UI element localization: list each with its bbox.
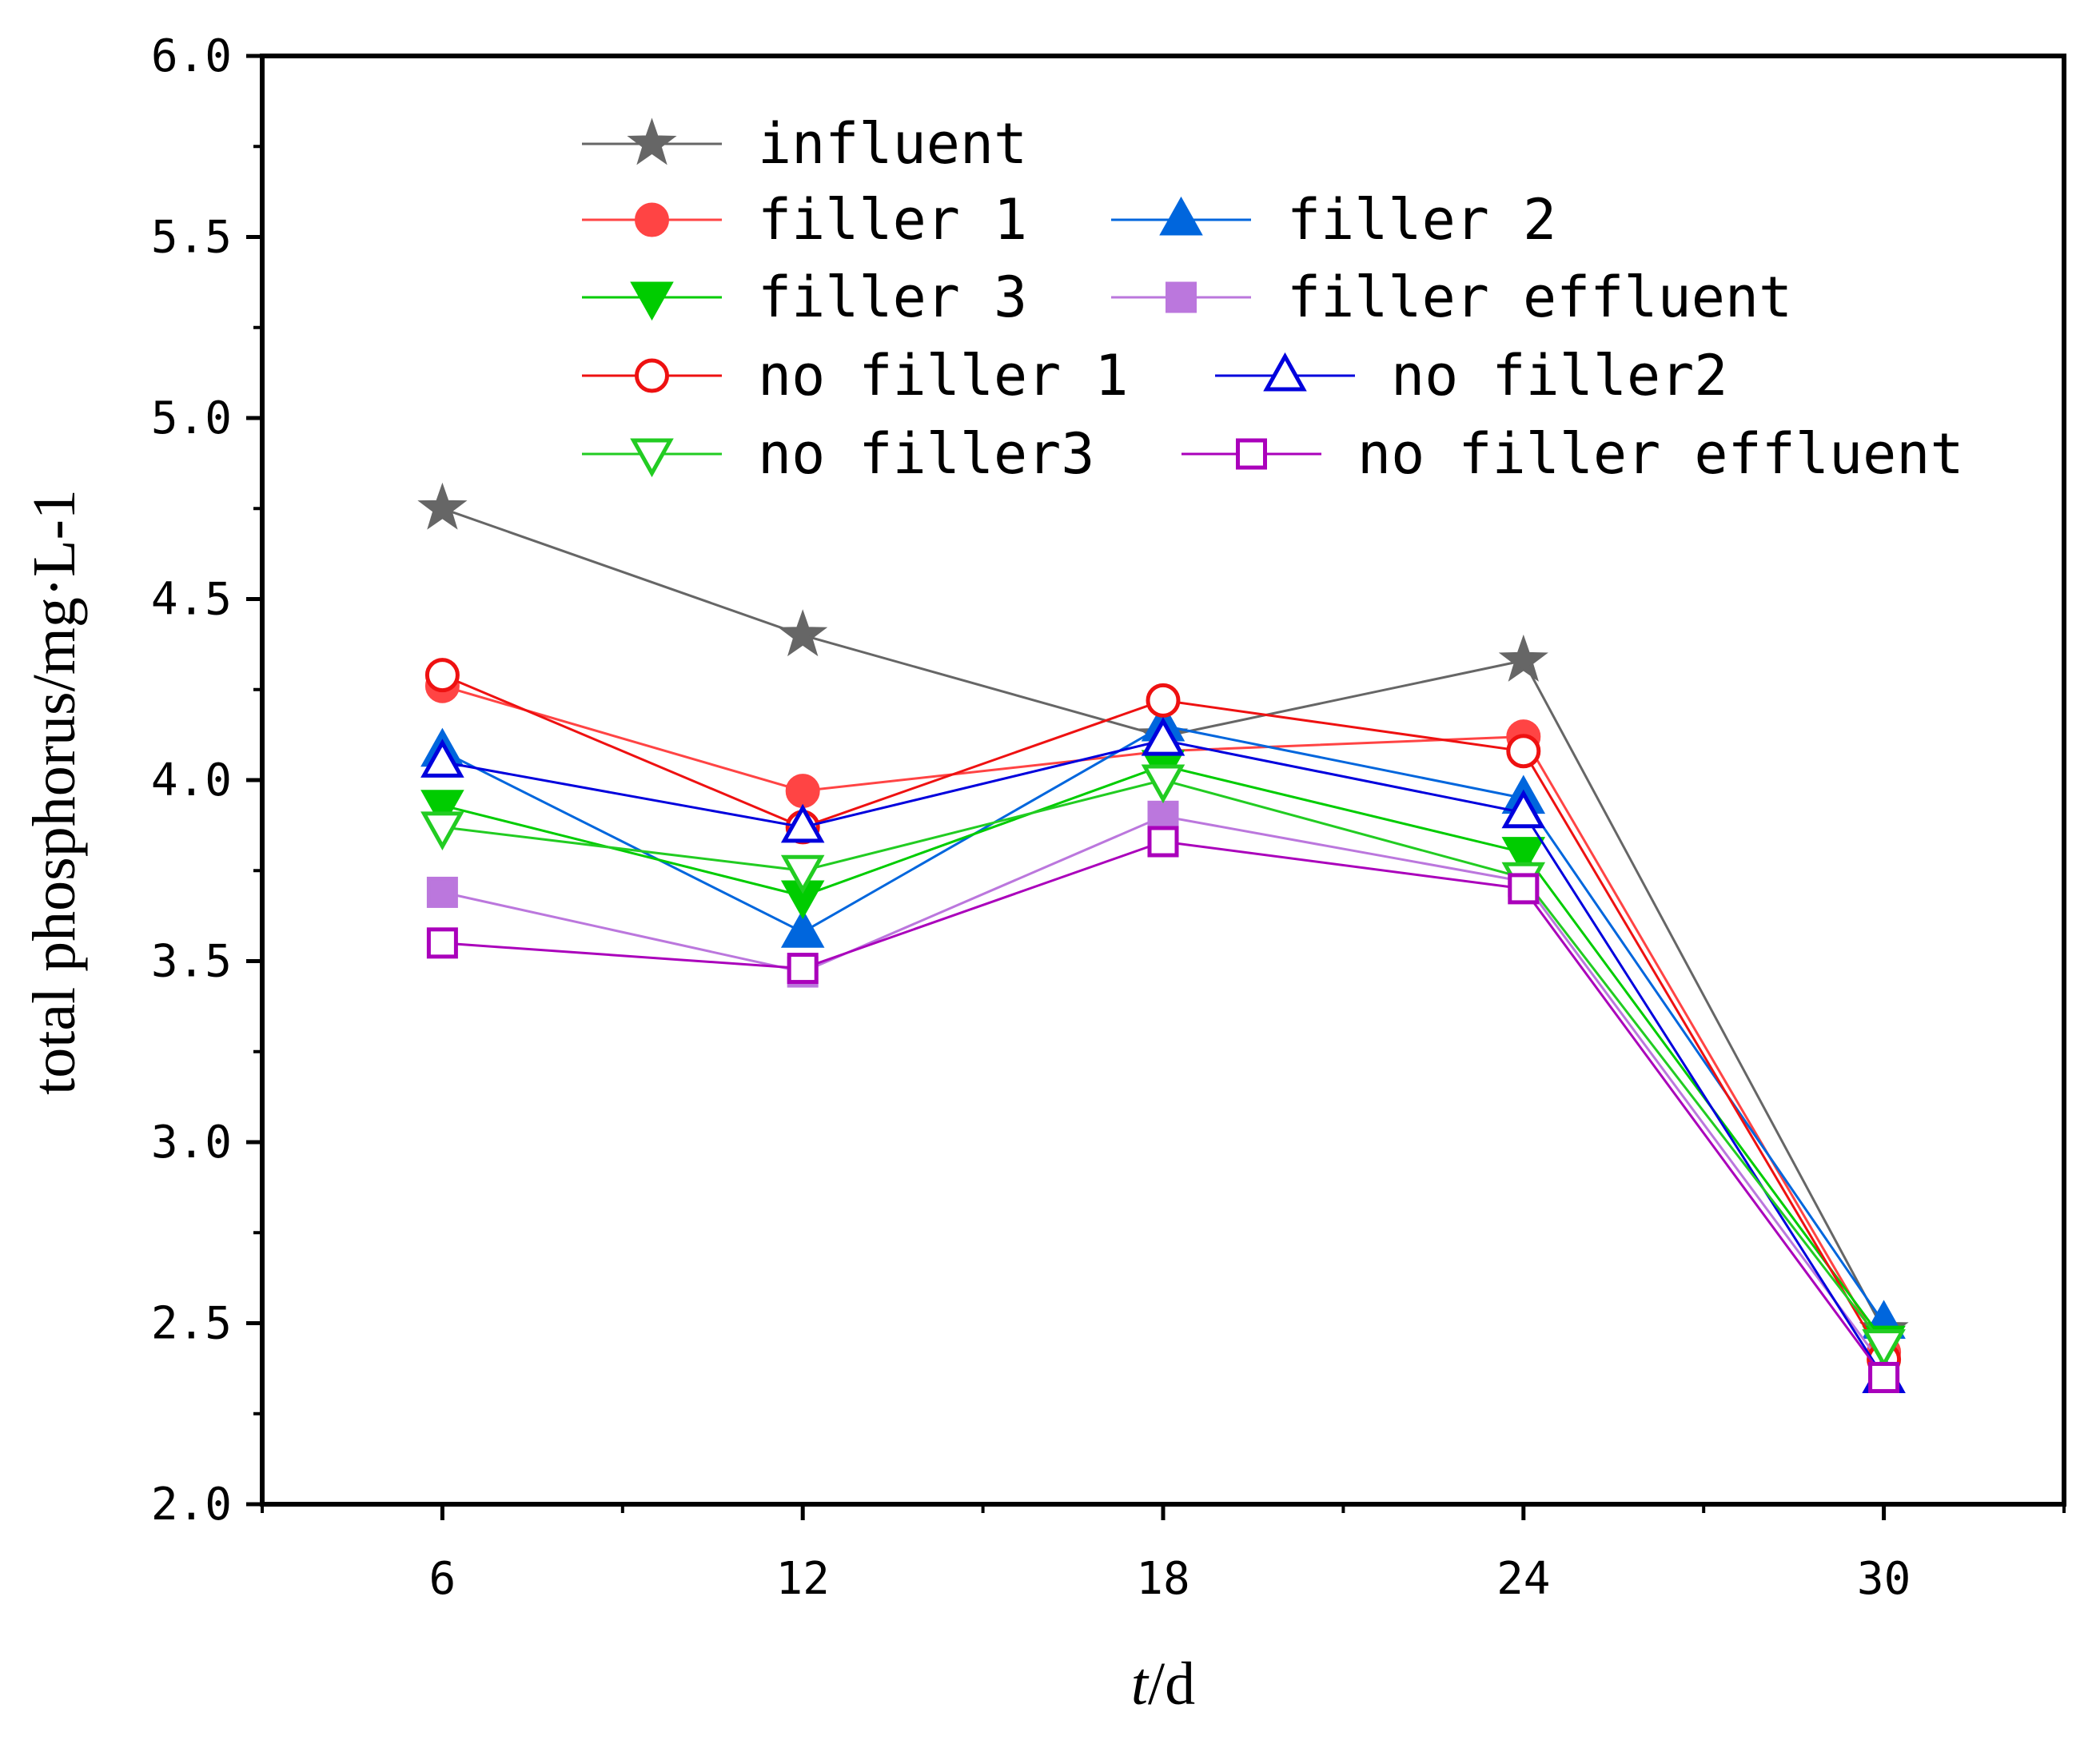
legend: influent filler 1 filler 2 filler 3 filler e… — [582, 111, 1964, 487]
data-point — [780, 909, 825, 948]
legend-label: filler effluent — [1287, 265, 1792, 330]
series-line — [441, 507, 1885, 1332]
legend-item: filler effluent — [1111, 265, 1792, 330]
data-point — [1147, 800, 1179, 832]
x-tick-label: 30 — [1857, 1553, 1911, 1605]
data-point — [420, 811, 464, 850]
legend-item: filler 1 — [582, 187, 1027, 253]
y-tick-label: 4.0 — [151, 755, 232, 806]
x-tick-label: 24 — [1496, 1553, 1550, 1605]
x-tick-label: 12 — [775, 1553, 829, 1605]
y-tick-label: 3.5 — [151, 936, 232, 988]
series-line — [442, 840, 1885, 1379]
data-point — [1506, 734, 1541, 769]
legend-marker — [630, 438, 674, 478]
y-tick-label: 4.5 — [151, 574, 232, 626]
series-no-filler3 — [420, 764, 1906, 1368]
series-line — [442, 814, 1885, 1368]
x-axis-title: t/d — [1131, 1650, 1195, 1718]
data-point — [426, 927, 458, 959]
legend-item: no filler2 — [1215, 343, 1727, 408]
data-point — [1501, 789, 1546, 829]
legend-item: filler 3 — [582, 265, 1027, 330]
data-point — [420, 790, 464, 829]
data-point — [426, 876, 458, 908]
legend-marker — [1236, 438, 1267, 470]
ticks-layer: 2.0 2.5 3.0 3.5 4.0 4.5 5.0 5.5 6.0 6 12 18 24 30 — [151, 30, 2066, 1605]
data-point — [780, 803, 825, 843]
data-point — [778, 609, 828, 657]
data-point — [424, 658, 460, 693]
data-point — [1862, 1329, 1906, 1368]
legend-marker — [635, 358, 669, 393]
y-tick-label: 6.0 — [151, 30, 232, 82]
data-point — [1146, 683, 1181, 718]
x-axis-title-italic: t — [1131, 1650, 1150, 1718]
data-point — [1141, 717, 1185, 756]
y-tick-label: 5.5 — [151, 212, 232, 264]
x-axis-title-rest: /d — [1148, 1650, 1195, 1718]
data-point — [780, 854, 825, 894]
legend-item: filler 2 — [1111, 187, 1556, 253]
legend-marker — [1263, 352, 1307, 392]
legend-item: no filler 1 — [582, 343, 1129, 408]
data-point — [1868, 1361, 1900, 1393]
data-point — [785, 774, 820, 809]
legend-marker — [1166, 281, 1197, 313]
legend-label: influent — [758, 111, 1027, 177]
data-point — [1501, 837, 1546, 876]
legend-marker — [1159, 196, 1203, 236]
y-tick-label: 3.0 — [151, 1117, 232, 1169]
legend-marker — [627, 117, 677, 165]
series-influent — [417, 482, 1909, 1352]
legend-marker — [635, 202, 669, 237]
data-point — [1141, 764, 1185, 804]
data-point — [1508, 873, 1540, 905]
data-point — [420, 739, 464, 778]
legend-label: filler 3 — [758, 265, 1027, 330]
legend-label: filler 2 — [1287, 187, 1556, 253]
y-tick-label: 5.0 — [151, 392, 232, 444]
series-no-filler-effluent — [426, 826, 1900, 1393]
y-tick-label: 2.0 — [151, 1479, 232, 1531]
data-point — [787, 953, 819, 985]
series-line — [442, 778, 1885, 1346]
y-tick-label: 2.5 — [151, 1298, 232, 1350]
legend-label: no filler 1 — [758, 343, 1129, 408]
data-point — [417, 482, 468, 530]
legend-item: no filler3 — [582, 421, 1094, 487]
data-point — [1147, 826, 1179, 858]
legend-item: no filler effluent — [1181, 421, 1964, 487]
y-axis-title: total phosphorus/mg·L-1 — [21, 489, 88, 1095]
x-tick-label: 18 — [1136, 1553, 1189, 1605]
legend-label: no filler3 — [758, 421, 1094, 487]
legend-item: influent — [582, 111, 1027, 177]
series-layer — [417, 482, 1909, 1393]
x-tick-label: 6 — [429, 1553, 456, 1605]
legend-label: no filler2 — [1391, 343, 1727, 408]
legend-marker — [630, 281, 674, 321]
legend-label: no filler effluent — [1357, 421, 1964, 487]
series-filler-effluent — [426, 800, 1900, 1383]
data-point — [1498, 634, 1548, 682]
legend-label: filler 1 — [758, 187, 1027, 253]
